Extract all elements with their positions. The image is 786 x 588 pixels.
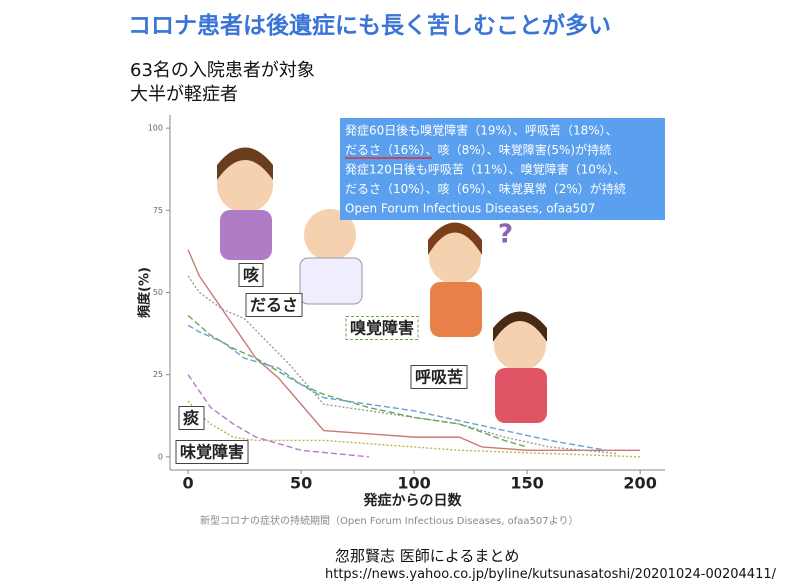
y-tick-label: 100 xyxy=(148,124,163,133)
source-url: https://news.yahoo.co.jp/byline/kutsunas… xyxy=(325,567,777,582)
legend-box xyxy=(178,406,205,430)
question-icon: ? xyxy=(498,220,513,250)
person-icon xyxy=(494,319,546,371)
series-line xyxy=(187,275,618,455)
legend-box xyxy=(245,293,303,317)
legend-label: 痰 xyxy=(183,409,200,428)
x-tick-label: 100 xyxy=(397,474,430,493)
person-icon xyxy=(304,209,356,261)
person-icon xyxy=(217,157,273,213)
legend-label: 咳 xyxy=(243,266,259,285)
legend-box xyxy=(175,440,249,464)
author: 忽那賢志 医師によるまとめ xyxy=(335,547,520,565)
series-line xyxy=(187,314,528,448)
series-line xyxy=(187,324,607,451)
body-icon xyxy=(220,210,272,260)
x-tick-label: 50 xyxy=(290,474,312,493)
hair-icon xyxy=(217,147,273,180)
note-line: 発症60日後も嗅覚障害（19%）、呼吸苦（18%）、 xyxy=(345,123,618,138)
x-tick-label: 150 xyxy=(510,474,543,493)
legend-label: 味覚障害 xyxy=(180,443,244,462)
x-tick-label: 0 xyxy=(183,474,194,493)
x-tick-label: 200 xyxy=(623,474,656,493)
note-line: だるさ（16%）、咳（8%）、味覚障害(5%)が持続 xyxy=(345,142,611,157)
x-axis-label: 発症からの日数 xyxy=(363,492,463,509)
note-box xyxy=(340,118,665,220)
y-tick-label: 75 xyxy=(153,206,163,215)
y-tick-label: 25 xyxy=(153,370,163,379)
subtitle: 大半が軽症者 xyxy=(130,84,238,105)
illustrations: ? xyxy=(217,147,547,423)
y-tick-label: 0 xyxy=(158,452,163,461)
series-line xyxy=(187,249,641,451)
legend-label: だるさ xyxy=(250,296,298,315)
note-line: だるさ（10%）、咳（6%）、味覚異常（2%）が持続 xyxy=(345,181,626,196)
note-line: Open Forum Infectious Diseases, ofaa507 xyxy=(345,202,595,216)
legend-label: 呼吸苦 xyxy=(415,368,463,387)
series-line xyxy=(187,374,369,458)
series-line xyxy=(187,400,641,458)
subtitle: 63名の入院患者が対象 xyxy=(130,60,315,81)
y-tick-label: 50 xyxy=(153,288,163,297)
hair-icon xyxy=(493,311,547,342)
legend-box xyxy=(410,365,468,389)
body-icon xyxy=(430,282,482,337)
legend-box xyxy=(238,263,264,287)
slide-title: コロナ患者は後遺症にも長く苦しむことが多い xyxy=(128,13,611,39)
body-icon xyxy=(299,257,363,305)
legend-label: 嗅覚障害 xyxy=(350,319,414,338)
hair-icon xyxy=(428,222,482,255)
y-axis-label: 頻度(%) xyxy=(137,267,153,318)
body-icon xyxy=(495,368,547,423)
person-icon xyxy=(429,232,481,284)
legend-box xyxy=(345,316,419,340)
note-line: 発症120日後も呼吸苦（11%）、嗅覚障害（10%）、 xyxy=(345,162,625,177)
caption: 新型コロナの症状の持続期間（Open Forum Infectious Dise… xyxy=(200,514,578,527)
